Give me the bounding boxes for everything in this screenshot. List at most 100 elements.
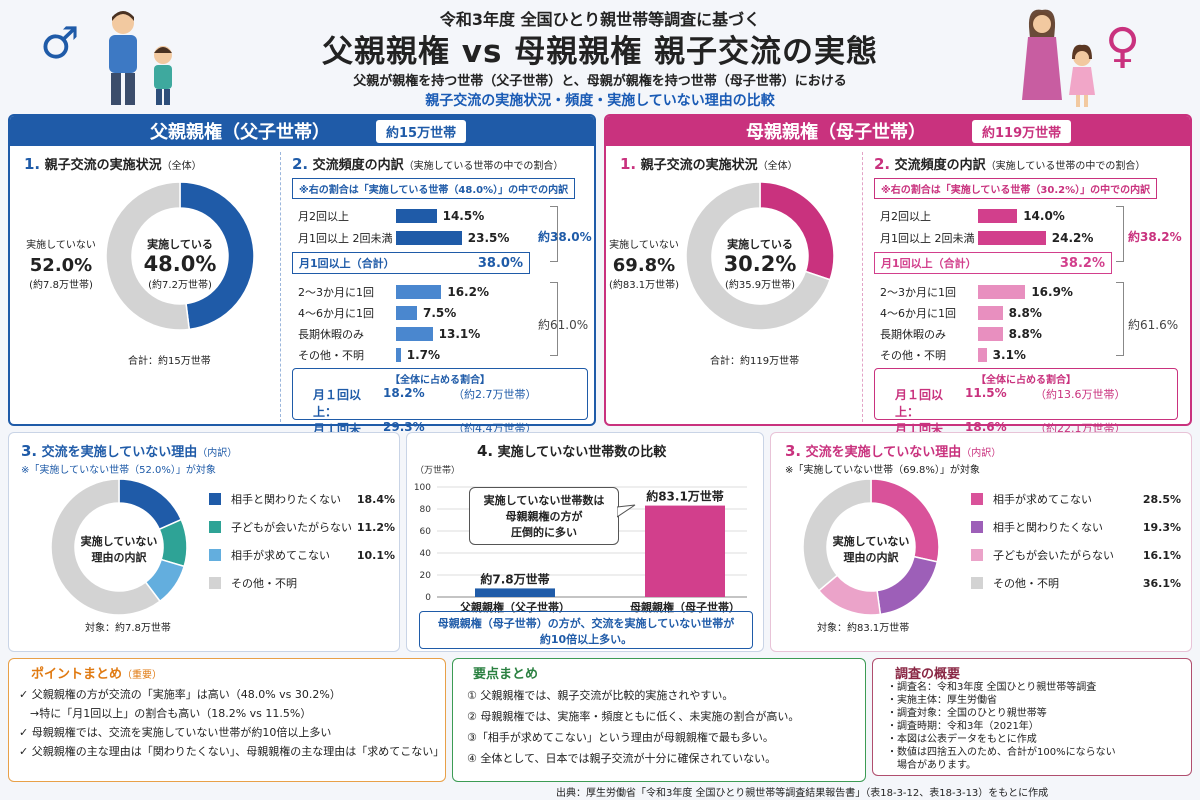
list-item: 場合があります。 <box>887 760 976 771</box>
mother-sec2-title: 2. 交流頻度の内訳（実施している世帯の中での割合） <box>874 155 1146 173</box>
father-total: 合計：約15万世帯 <box>128 356 211 367</box>
legend-label: その他・不明 <box>993 577 1059 590</box>
frequency-value: 16.9% <box>1031 285 1073 299</box>
father-not-count: (約7.8万世帯) <box>29 280 93 291</box>
summary-title: 要点まとめ <box>473 667 539 682</box>
legend-label: 相手と関わりたくない <box>231 493 341 506</box>
compare-panel: 4. 実施していない世帯数の比較 （万世帯） 0 20 40 60 80 100 約7.8万世… <box>406 432 764 652</box>
mother-frequency-rows: 月2回以上 14.0% 月1回以上 2回未満 24.2% 月1回以上（合計） 38.2% 2… <box>874 204 1170 364</box>
frequency-label: 長期休暇のみ <box>298 328 364 341</box>
father-sec2-note: ※右の割合は「実施している世帯（48.0%）」の中での内訳 <box>292 178 576 199</box>
bracket <box>1116 282 1124 356</box>
father-panel-header: 父親親権（父子世帯） 約15万世帯 <box>10 116 594 146</box>
father-reason-legend-item: その他・不明 <box>209 569 395 597</box>
father-frequency-row: 月2回以上 14.5% <box>292 206 530 226</box>
list-item: ・調査対象：全国のひとり親世帯等 <box>887 708 1047 719</box>
overview-box: 調査の概要 ・調査名：令和3年度 全国ひとり親世帯等調査 ・実施主体：厚生労働省・… <box>872 658 1192 776</box>
callout-pointer-icon <box>617 504 636 518</box>
y-tick-label: 20 <box>420 571 432 581</box>
legend-label: 相手が求めてこない <box>231 549 330 562</box>
frequency-label: その他・不明 <box>880 349 946 362</box>
frequency-label: 長期休暇のみ <box>880 328 946 341</box>
points-box: ポイントまとめ（重要） ✓ 父親親権の方が交流の「実施率」は高い（48.0% v… <box>8 658 446 782</box>
mother-badge: 約119万世帯 <box>972 119 1072 143</box>
mother-sec1-title: 1. 親子交流の実施状況（全体） <box>620 155 798 173</box>
frequency-bar <box>978 327 1003 341</box>
bracket <box>550 206 558 262</box>
y-tick-label: 0 <box>425 593 431 603</box>
legend-value: 16.1% <box>1142 548 1181 562</box>
legend-swatch <box>971 493 983 505</box>
father-not-label: 実施していない <box>26 240 96 251</box>
divider <box>862 152 863 422</box>
list-item: ・実施主体：厚生労働省 <box>887 695 997 706</box>
father-yes-block: 実施している 48.0% (約7.2万世帯) <box>138 236 222 291</box>
father-sec2-title: 2. 交流頻度の内訳（実施している世帯の中での割合） <box>292 155 564 173</box>
mother-status-slice-1 <box>685 181 832 331</box>
frequency-label: 4〜6か月に1回 <box>298 307 374 320</box>
legend-value: 18.4% <box>356 492 395 506</box>
frequency-label: 4〜6か月に1回 <box>880 307 956 320</box>
list-item: ✓ 父親親権の主な理由は「関わりたくない」、母親親権の主な理由は「求めてこない」 <box>19 745 445 758</box>
frequency-value: 8.8% <box>1008 306 1042 320</box>
legend-value: 10.1% <box>356 548 395 562</box>
frequency-label: その他・不明 <box>298 349 364 362</box>
frequency-value: 13.1% <box>438 327 481 341</box>
father-frequency-row: 長期休暇のみ 13.1% <box>292 324 530 344</box>
frequency-bar <box>396 327 433 341</box>
father-reasons-donut <box>50 478 188 616</box>
father-frequency-row: 2〜3か月に1回 16.2% <box>292 282 530 302</box>
mother-yes-count: (約35.9万世帯) <box>724 280 796 291</box>
frequency-label: 月1回以上（合計） <box>881 257 977 270</box>
mother-sec3-title: 3. 交流を実施していない理由（内訳） <box>785 442 1002 460</box>
father-reason-slice-0 <box>118 478 183 531</box>
list-item: →特に「月1回以上」の割合も高い（18.2% vs 11.5%） <box>19 707 312 720</box>
mother-panel: 母親親権（母子世帯） 約119万世帯 1. 親子交流の実施状況（全体） 実施して… <box>604 114 1192 453</box>
frequency-value: 16.2% <box>447 285 489 299</box>
father-yes-label: 実施している <box>147 238 213 251</box>
y-tick-label: 100 <box>414 483 431 493</box>
compare-category-label-0: 父親親権（父子世帯） <box>459 600 570 614</box>
legend-swatch <box>209 549 221 561</box>
frequency-label: 月1回以上（合計） <box>299 257 395 270</box>
list-item: ② 母親親権では、実施率・頻度ともに低く、未実施の割合が高い。 <box>467 710 800 723</box>
compare-bar-0 <box>475 588 555 597</box>
mother-share-box: 【全体に占める割合】 月１回以上：11.5%（約13.6万世帯） 月１回未満：1… <box>874 368 1178 453</box>
frequency-bar <box>978 306 1003 320</box>
legend-swatch <box>971 549 983 561</box>
mother-share-row1: 月１回以上： 11.5% （約13.6万世帯） <box>895 386 1126 419</box>
father-reasons-panel: 3. 交流を実施していない理由（内訳） ※「実施していない世帯（52.0%）」が… <box>8 432 400 652</box>
father-reason-legend-item: 子どもが会いたがらない 11.2% <box>209 513 395 541</box>
list-item: ④ 全体として、日本では親子交流が十分に確保されていない。 <box>467 752 777 765</box>
frequency-bar <box>978 231 1046 245</box>
legend-swatch <box>209 493 221 505</box>
header-subtitle2: 親子交流の実施状況・頻度・実施していない理由の比較 <box>425 93 775 109</box>
frequency-value: 7.5% <box>423 306 457 320</box>
mother-child-illustration-icon <box>1022 9 1095 107</box>
father-sec3-title: 3. 交流を実施していない理由（内訳） <box>21 442 238 460</box>
father-donut-center: 実施していない 理由の内訳 <box>80 535 158 564</box>
legend-label: その他・不明 <box>231 577 297 590</box>
header-subtitle: 父親が親権を持つ世帯（父子世帯）と、母親が親権を持つ世帯（母子世帯）における <box>353 74 847 89</box>
y-tick-label: 60 <box>420 527 432 537</box>
list-item: ✓ 母親親権では、交流を実施していない世帯が約10倍以上多い <box>19 726 332 739</box>
list-item: ・調査名：令和3年度 全国ひとり親世帯等調査 <box>887 682 1097 693</box>
mother-reason-legend-item: その他・不明 36.1% <box>971 569 1181 597</box>
frequency-value: 24.2% <box>1051 231 1094 245</box>
list-item: ① 父親親権では、親子交流が比較的実施されやすい。 <box>467 689 734 702</box>
father-frequency-rows: 月2回以上 14.5% 月1回以上 2回未満 23.5% 月1回以上（合計） 38.0% 2… <box>292 204 588 364</box>
father-yes-pct: 48.0% <box>143 252 217 276</box>
legend-value: 36.1% <box>1142 576 1181 590</box>
father-frequency-row: 月1回以上 2回未満 23.5% <box>292 228 530 248</box>
mother-frequency-row: 月2回以上 14.0% <box>874 206 1112 226</box>
mother-donut-center: 実施していない 理由の内訳 <box>832 535 910 564</box>
mother-frequency-row: その他・不明 3.1% <box>874 345 1112 365</box>
summary-list: ① 父親親権では、親子交流が比較的実施されやすい。 ② 母親親権では、実施率・頻度… <box>467 685 863 769</box>
mother-reasons-panel: 3. 交流を実施していない理由（内訳） ※「実施していない世帯（69.8%）」が… <box>770 432 1192 652</box>
mother-total: 合計：約119万世帯 <box>710 356 800 367</box>
list-item: ・数値は四捨五入のため、合計が100%にならない <box>887 747 1116 758</box>
legend-label: 相手が求めてこない <box>993 493 1092 506</box>
header-line1: 令和3年度 全国ひとり親世帯等調査に基づく <box>439 10 761 29</box>
list-item: ③「相手が求めてこない」という理由が母親親権で最も多い。 <box>467 731 774 744</box>
list-item: ・本図は公表データをもとに作成 <box>887 734 1037 745</box>
